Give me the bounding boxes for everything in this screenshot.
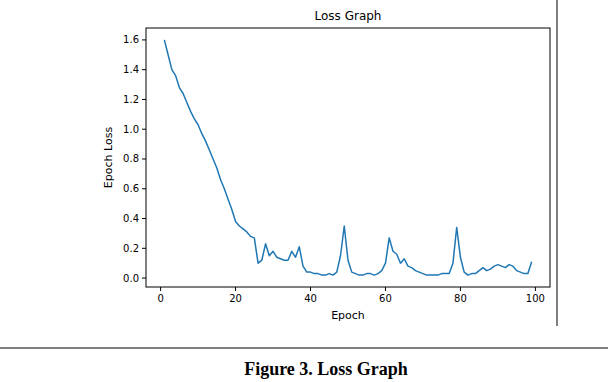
y-tick-label: 1.2 [123,94,139,105]
x-tick-label: 40 [304,293,317,304]
x-tick [160,287,161,291]
y-tick-label: 0.0 [123,273,139,284]
y-axis-label: Epoch Loss [102,127,115,189]
page-rule-horizontal [0,348,608,349]
figure-caption: Figure 3. Loss Graph [244,359,408,379]
chart: Loss Graph 0 20 40 60 80 100 0.0 0.2 0.4 0.6 0.8 1.0… [0,0,608,382]
y-tick [142,248,146,249]
x-tick-label: 100 [526,293,545,304]
x-tick [535,287,536,291]
y-tick [142,188,146,189]
y-tick [142,218,146,219]
x-tick-label: 60 [379,293,392,304]
page-rule-vertical [557,0,558,326]
loss-line [164,40,531,275]
x-tick-label: 0 [157,293,163,304]
x-tick [460,287,461,291]
y-tick-label: 1.6 [123,34,139,45]
y-tick-label: 1.0 [123,124,139,135]
y-tick [142,158,146,159]
y-tick [142,278,146,279]
x-tick [385,287,386,291]
x-tick [235,287,236,291]
y-tick [142,129,146,130]
y-tick-label: 0.8 [123,153,139,164]
plot-area [164,40,531,275]
y-tick [142,39,146,40]
x-tick-label: 20 [229,293,242,304]
x-axis-label: Epoch [331,309,365,322]
y-tick [142,69,146,70]
x-tick [310,287,311,291]
plot-frame [146,28,550,287]
x-tick-label: 80 [454,293,467,304]
y-tick-label: 1.4 [123,64,139,75]
title: Loss Graph [315,9,382,23]
y-tick-label: 0.6 [123,183,139,194]
y-tick [142,99,146,100]
y-tick-label: 0.2 [123,243,139,254]
y-tick-label: 0.4 [123,213,139,224]
